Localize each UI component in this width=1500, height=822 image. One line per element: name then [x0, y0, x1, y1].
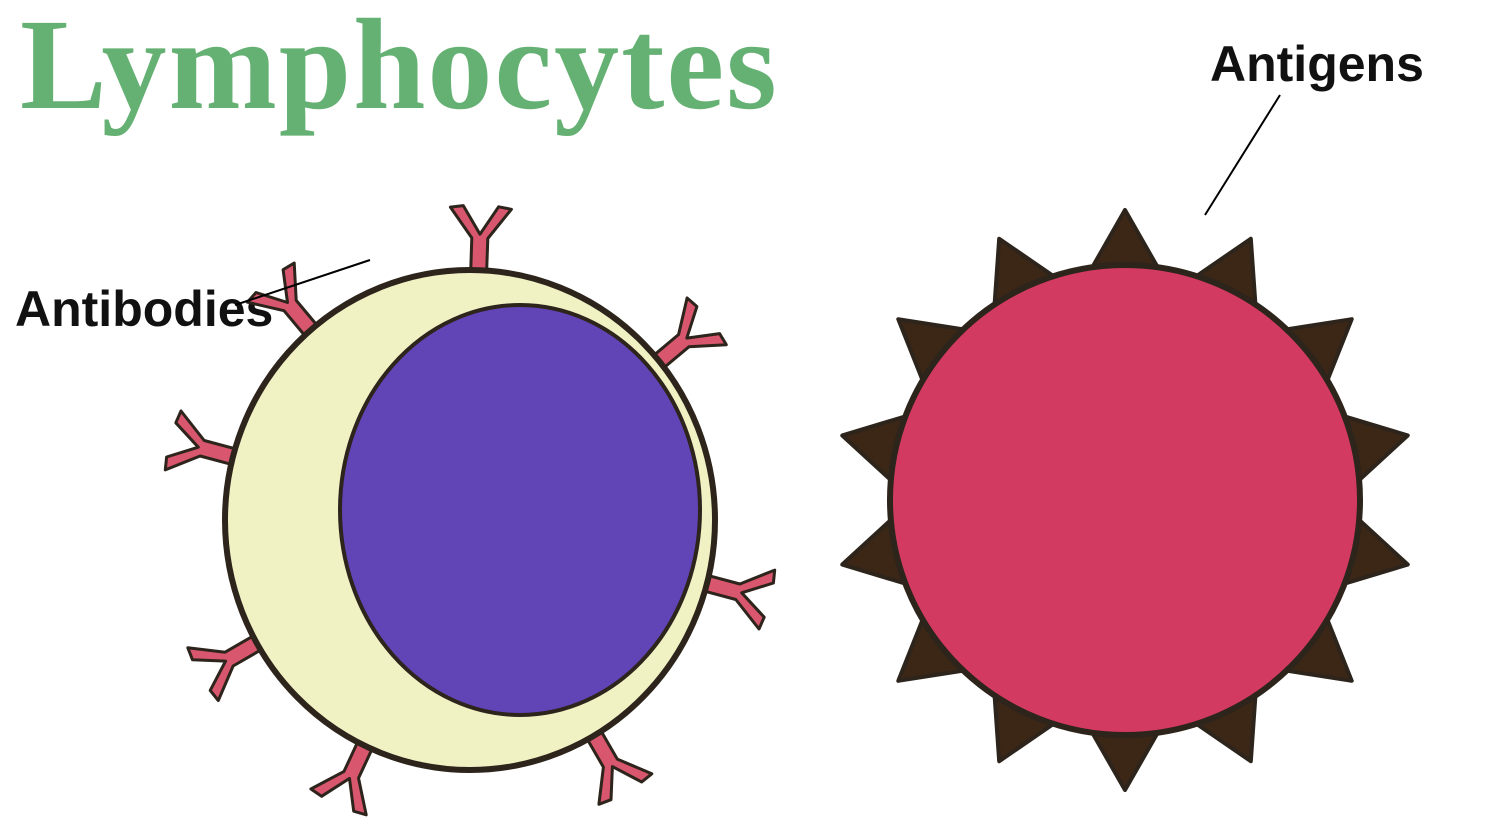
antibodies-leader-line: [235, 260, 370, 305]
antigens-leader-line: [1205, 95, 1280, 215]
diagram-svg: [0, 0, 1500, 822]
diagram-stage: Lymphocytes Antibodies Antigens: [0, 0, 1500, 822]
lymphocyte-nucleus: [340, 305, 700, 715]
pathogen-body: [890, 265, 1360, 735]
pathogen-cell: [842, 210, 1407, 790]
